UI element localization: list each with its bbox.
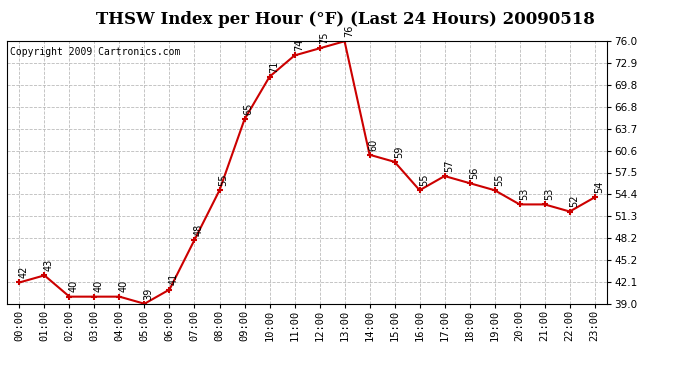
Text: 54: 54 xyxy=(594,181,604,193)
Text: 71: 71 xyxy=(268,60,279,72)
Text: 40: 40 xyxy=(94,280,104,292)
Text: 52: 52 xyxy=(569,195,579,207)
Text: Copyright 2009 Cartronics.com: Copyright 2009 Cartronics.com xyxy=(10,46,180,57)
Text: 53: 53 xyxy=(519,188,529,200)
Text: 39: 39 xyxy=(144,287,154,300)
Text: 60: 60 xyxy=(368,138,379,151)
Text: 55: 55 xyxy=(419,174,428,186)
Text: 76: 76 xyxy=(344,25,354,37)
Text: 55: 55 xyxy=(219,174,228,186)
Text: 56: 56 xyxy=(469,166,479,179)
Text: 65: 65 xyxy=(244,103,254,115)
Text: 40: 40 xyxy=(68,280,79,292)
Text: 43: 43 xyxy=(43,259,54,271)
Text: 57: 57 xyxy=(444,159,454,172)
Text: 53: 53 xyxy=(544,188,554,200)
Text: 40: 40 xyxy=(119,280,128,292)
Text: 55: 55 xyxy=(494,174,504,186)
Text: 42: 42 xyxy=(19,266,28,278)
Text: 74: 74 xyxy=(294,39,304,51)
Text: 59: 59 xyxy=(394,146,404,158)
Text: 48: 48 xyxy=(194,224,204,236)
Text: 75: 75 xyxy=(319,32,328,44)
Text: THSW Index per Hour (°F) (Last 24 Hours) 20090518: THSW Index per Hour (°F) (Last 24 Hours)… xyxy=(95,11,595,28)
Text: 41: 41 xyxy=(168,273,179,285)
